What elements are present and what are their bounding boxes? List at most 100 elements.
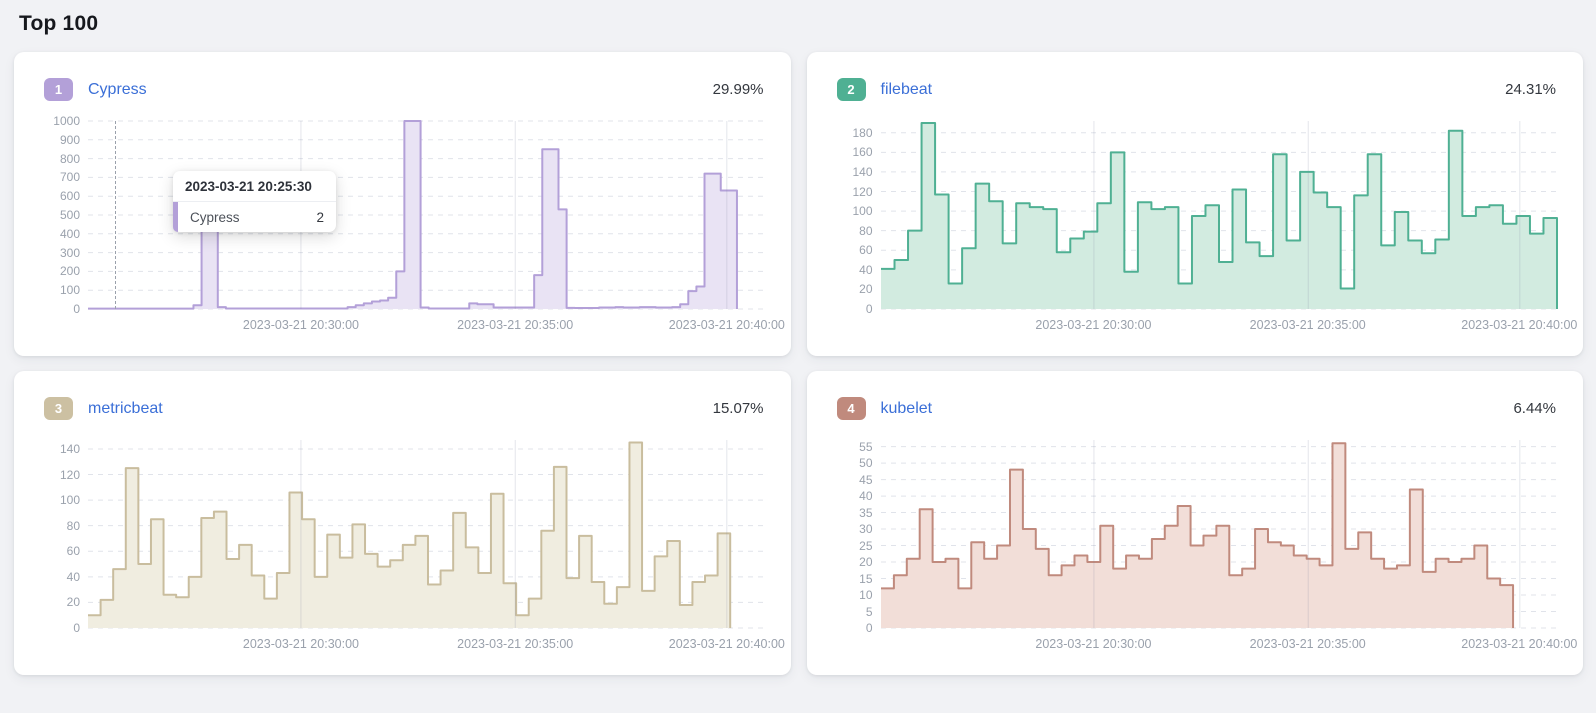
tooltip-timestamp: 2023-03-21 20:25:30 xyxy=(173,171,336,202)
rank-badge: 4 xyxy=(836,397,866,420)
tooltip-series-value: 2 xyxy=(316,209,324,225)
card-header: 2 filebeat 24.31% xyxy=(836,78,1556,101)
y-tick-label: 0 xyxy=(73,621,80,635)
y-tick-label: 120 xyxy=(852,184,873,199)
plot-area[interactable] xyxy=(880,440,1557,629)
percentage-value: 6.44% xyxy=(1513,400,1556,417)
y-tick-label: 800 xyxy=(59,151,80,166)
series-name-link[interactable]: filebeat xyxy=(880,80,933,98)
x-axis-labels: 2023-03-21 20:30:00 2023-03-21 20:35:00 20… xyxy=(88,318,785,340)
card-filebeat: 2 filebeat 24.31% 0 20 40 60 80 100 120 140 160 1… xyxy=(806,52,1583,356)
rank-badge: 2 xyxy=(836,78,866,101)
percentage-value: 24.31% xyxy=(1505,81,1556,98)
chart-filebeat: 0 20 40 60 80 100 120 140 160 180 2023-03-21 20:3… xyxy=(837,121,1577,340)
tooltip-series-color-bar xyxy=(173,202,178,232)
percentage-value: 15.07% xyxy=(712,400,764,417)
area-chart-svg xyxy=(88,440,764,629)
y-tick-label: 35 xyxy=(859,505,873,520)
y-tick-label: 20 xyxy=(859,555,873,570)
y-tick-label: 15 xyxy=(859,571,873,586)
y-tick-label: 180 xyxy=(852,125,873,140)
y-tick-label: 5 xyxy=(865,604,873,619)
card-metricbeat: 3 metricbeat 15.07% 0 20 40 60 80 100 120 140 2… xyxy=(14,371,791,675)
tooltip-series-name: Cypress xyxy=(190,209,240,225)
y-tick-label: 100 xyxy=(852,204,873,219)
x-tick-label: 2023-03-21 20:40:00 xyxy=(668,318,785,332)
x-tick-label: 2023-03-21 20:30:00 xyxy=(1035,637,1152,651)
x-tick-label: 2023-03-21 20:35:00 xyxy=(457,318,574,332)
chart-tooltip: 2023-03-21 20:25:30 Cypress 2 xyxy=(173,171,336,232)
plot-area[interactable] xyxy=(880,121,1558,310)
x-tick-label: 2023-03-21 20:40:00 xyxy=(1461,318,1578,332)
y-tick-label: 50 xyxy=(859,456,873,471)
y-tick-label: 25 xyxy=(859,538,873,553)
y-tick-label: 300 xyxy=(59,245,80,260)
area-chart-svg xyxy=(880,121,1558,310)
series-name-link[interactable]: kubelet xyxy=(880,399,933,417)
chart-cypress: 0 100 200 300 400 500 600 700 800 900 1000 2023-03… xyxy=(44,114,785,340)
rank-badge: 1 xyxy=(44,78,73,101)
y-tick-label: 80 xyxy=(859,223,873,238)
y-axis-labels: 0 100 200 300 400 500 600 700 800 900 1000 xyxy=(44,114,88,316)
crosshair-line xyxy=(115,121,117,309)
y-tick-label: 400 xyxy=(59,226,80,241)
y-tick-label: 30 xyxy=(859,522,873,537)
y-tick-label: 40 xyxy=(859,489,873,504)
y-tick-label: 600 xyxy=(59,189,80,204)
plot-area[interactable]: 2023-03-21 20:25:30 Cypress 2 xyxy=(88,120,764,310)
y-tick-label: 40 xyxy=(66,569,80,584)
x-axis-labels: 2023-03-21 20:30:00 2023-03-21 20:35:00 20… xyxy=(881,637,1577,659)
series-name-link[interactable]: metricbeat xyxy=(88,399,163,417)
y-tick-label: 80 xyxy=(66,518,80,533)
x-tick-label: 2023-03-21 20:35:00 xyxy=(457,637,574,651)
card-cypress: 1 Cypress 29.99% 0 100 200 300 400 500 600 700 8… xyxy=(14,52,791,356)
chart-kubelet: 0 5 10 15 20 25 30 35 40 45 50 55 2023-03-21 20:30:… xyxy=(837,439,1577,659)
x-tick-label: 2023-03-21 20:30:00 xyxy=(242,637,359,651)
card-header: 4 kubelet 6.44% xyxy=(836,397,1556,420)
y-tick-label: 0 xyxy=(73,302,80,316)
y-tick-label: 20 xyxy=(66,595,80,610)
y-axis-labels: 0 5 10 15 20 25 30 35 40 45 50 55 xyxy=(837,439,881,635)
area-chart-svg xyxy=(880,440,1557,629)
rank-badge: 3 xyxy=(44,397,73,420)
y-tick-label: 60 xyxy=(859,243,873,258)
card-kubelet: 4 kubelet 6.44% 0 5 10 15 20 25 30 35 40 45 50 55 2… xyxy=(806,371,1583,675)
x-axis-labels: 2023-03-21 20:30:00 2023-03-21 20:35:00 20… xyxy=(881,318,1577,340)
y-tick-label: 100 xyxy=(59,283,80,298)
x-axis-labels: 2023-03-21 20:30:00 2023-03-21 20:35:00 20… xyxy=(88,637,785,659)
percentage-value: 29.99% xyxy=(712,81,764,98)
y-tick-label: 900 xyxy=(59,132,80,147)
y-axis-labels: 0 20 40 60 80 100 120 140 xyxy=(44,440,88,635)
y-tick-label: 200 xyxy=(59,264,80,279)
y-tick-label: 55 xyxy=(859,439,873,454)
x-tick-label: 2023-03-21 20:40:00 xyxy=(668,637,785,651)
y-tick-label: 0 xyxy=(865,621,873,635)
y-tick-label: 500 xyxy=(59,208,80,222)
y-tick-label: 1000 xyxy=(53,114,80,128)
y-axis-labels: 0 20 40 60 80 100 120 140 160 180 xyxy=(837,121,881,316)
plot-area[interactable] xyxy=(88,440,764,629)
y-tick-label: 140 xyxy=(59,441,80,456)
y-tick-label: 0 xyxy=(865,302,873,316)
cards-grid: 1 Cypress 29.99% 0 100 200 300 400 500 600 700 8… xyxy=(14,52,1583,675)
x-tick-label: 2023-03-21 20:30:00 xyxy=(1035,318,1152,332)
y-tick-label: 40 xyxy=(859,262,873,277)
x-tick-label: 2023-03-21 20:35:00 xyxy=(1249,637,1366,651)
card-header: 3 metricbeat 15.07% xyxy=(44,397,764,420)
x-tick-label: 2023-03-21 20:30:00 xyxy=(242,318,359,332)
y-tick-label: 700 xyxy=(59,170,80,185)
y-tick-label: 120 xyxy=(59,467,80,482)
x-tick-label: 2023-03-21 20:40:00 xyxy=(1461,637,1578,651)
page-title: Top 100 xyxy=(19,12,99,35)
y-tick-label: 160 xyxy=(852,145,873,160)
area-chart-svg xyxy=(88,120,764,310)
y-tick-label: 10 xyxy=(859,588,873,603)
page: Top 100 1 Cypress 29.99% 0 100 200 300 400 50… xyxy=(14,12,1583,675)
card-header: 1 Cypress 29.99% xyxy=(44,78,764,101)
tooltip-series-row: Cypress 2 xyxy=(173,202,336,232)
series-name-link[interactable]: Cypress xyxy=(88,80,147,98)
y-tick-label: 60 xyxy=(66,544,80,559)
y-tick-label: 20 xyxy=(859,282,873,297)
y-tick-label: 100 xyxy=(59,493,80,508)
y-tick-label: 140 xyxy=(852,164,873,179)
